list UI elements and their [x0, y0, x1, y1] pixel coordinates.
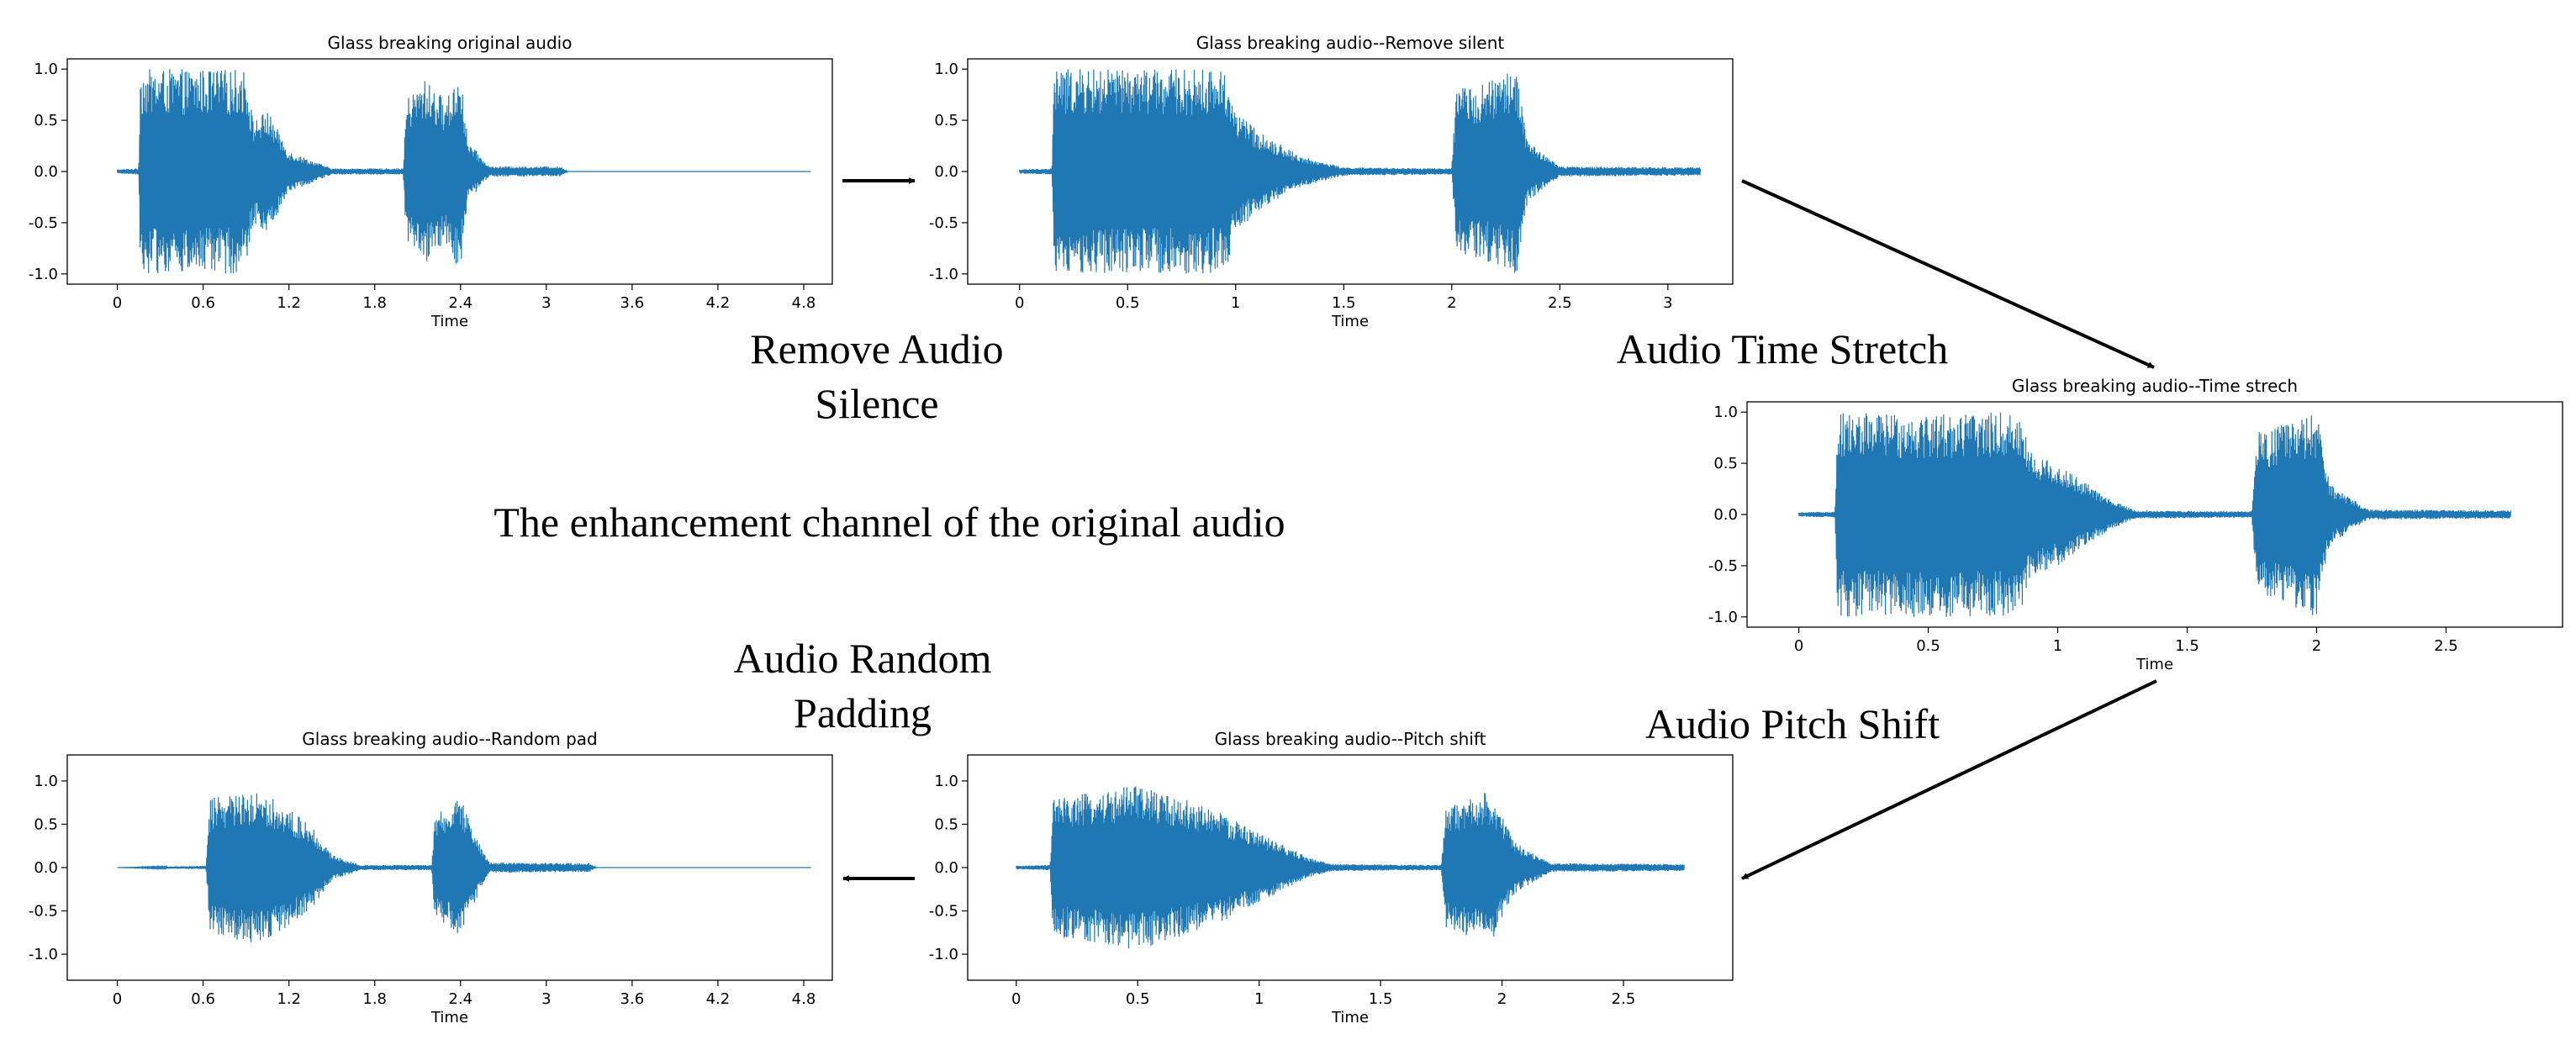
arrow-remove-silent-to-time-stretch	[1741, 179, 2155, 369]
x-tick-label: 2.4	[448, 990, 472, 1008]
y-tick-label: -1.0	[929, 946, 958, 963]
y-tick-label: 0.5	[1713, 455, 1738, 472]
waveform-line	[1016, 786, 1685, 949]
y-tick-label: 0.5	[934, 112, 958, 129]
step-label-remove-silence-line2: Silence	[815, 380, 938, 427]
x-tick-label: 2.4	[448, 294, 472, 312]
x-tick-label: 1.8	[362, 294, 387, 312]
x-tick-label: 1.5	[2175, 637, 2199, 655]
y-tick-label: -0.5	[29, 214, 58, 232]
x-tick-label: 2.5	[2434, 637, 2458, 655]
x-tick-label: 0	[1794, 637, 1803, 655]
y-tick-label: -0.5	[29, 903, 58, 921]
chart-random-pad: Glass breaking audio--Random pad 0 0.6 1.2 1…	[29, 729, 833, 1026]
x-tick-label: 0	[113, 990, 122, 1008]
chart-pitch-shift: Glass breaking audio--Pitch shift 0 0.5 1 1.…	[929, 729, 1734, 1026]
x-tick-label: 2.5	[1548, 294, 1572, 312]
x-axis-label: Time	[430, 1009, 468, 1026]
x-tick-label: 0.6	[191, 990, 215, 1008]
x-tick-label: 3.6	[620, 990, 645, 1008]
x-tick-label: 1	[1231, 294, 1240, 312]
y-tick-label: 0.5	[934, 815, 958, 833]
y-tick-label: -1.0	[29, 946, 58, 963]
chart-time-stretch: Glass breaking audio--Time strech 0 0.5 1 1.…	[1708, 376, 2563, 673]
y-tick-label: 1.0	[34, 61, 58, 78]
waveform-line	[117, 793, 811, 942]
x-tick-label: 1.5	[1332, 294, 1356, 312]
y-tick-label: -0.5	[929, 214, 958, 232]
chart-title: Glass breaking audio--Random pad	[302, 729, 597, 749]
x-tick-label: 2	[1497, 990, 1507, 1008]
y-tick-label: -1.0	[1708, 609, 1738, 626]
x-tick-label: 0.5	[1126, 990, 1150, 1008]
chart-original-audio: Glass breaking original audio 0 0.6 1.2 1.8 2…	[29, 33, 833, 330]
x-axis-label: Time	[1331, 313, 1369, 330]
chart-remove-silent: Glass breaking audio--Remove silent 0 0.5 1…	[929, 33, 1734, 330]
x-tick-label: 2	[1447, 294, 1456, 312]
step-label-pitch-shift: Audio Pitch Shift	[1645, 700, 1940, 747]
y-tick-label: 0.0	[34, 163, 58, 181]
x-tick-label: 1	[2053, 637, 2062, 655]
y-tick-label: -0.5	[929, 903, 958, 921]
step-label-remove-silence-line1: Remove Audio	[750, 325, 1003, 372]
y-tick-label: 0.0	[934, 859, 958, 877]
x-tick-label: 1.2	[277, 990, 301, 1008]
y-tick-label: 1.0	[934, 61, 958, 78]
x-tick-label: 2.5	[1612, 990, 1636, 1008]
waveform-line	[1798, 412, 2511, 617]
x-tick-label: 3	[541, 990, 551, 1008]
x-tick-label: 1	[1254, 990, 1264, 1008]
x-tick-label: 1.2	[277, 294, 301, 312]
arrow-time-stretch-to-pitch-shift	[1741, 679, 2157, 880]
x-tick-label: 3	[1663, 294, 1672, 312]
chart-title: Glass breaking original audio	[328, 33, 573, 53]
x-tick-label: 0.5	[1116, 294, 1140, 312]
y-tick-label: 0.5	[34, 815, 58, 833]
x-axis-label: Time	[430, 313, 468, 330]
chart-title: Glass breaking audio--Remove silent	[1196, 33, 1505, 53]
y-tick-label: 1.0	[34, 773, 58, 790]
waveform-line	[1019, 69, 1701, 274]
step-label-time-stretch: Audio Time Stretch	[1617, 325, 1948, 372]
y-tick-label: 0.0	[934, 163, 958, 181]
x-axis-label: Time	[1331, 1009, 1369, 1026]
x-tick-label: 3.6	[620, 294, 645, 312]
x-tick-label: 4.8	[792, 294, 816, 312]
flow-arrows	[842, 177, 2157, 882]
y-tick-label: 0.0	[1713, 506, 1738, 524]
chart-title: Glass breaking audio--Time strech	[2012, 376, 2298, 396]
x-tick-label: 0.6	[191, 294, 215, 312]
x-tick-label: 0	[1011, 990, 1021, 1008]
y-tick-label: -1.0	[29, 266, 58, 283]
chart-title: Glass breaking audio--Pitch shift	[1215, 729, 1486, 749]
x-tick-label: 2	[2312, 637, 2321, 655]
x-tick-label: 0	[113, 294, 122, 312]
x-tick-label: 4.8	[792, 990, 816, 1008]
y-tick-label: -0.5	[1708, 557, 1738, 575]
step-label-random-padding-line1: Audio Random	[734, 635, 992, 682]
center-caption: The enhancement channel of the original …	[494, 499, 1285, 546]
x-tick-label: 4.2	[706, 990, 731, 1008]
x-tick-label: 3	[541, 294, 551, 312]
y-tick-label: -1.0	[929, 266, 958, 283]
y-tick-label: 1.0	[1713, 404, 1738, 421]
x-tick-label: 1.8	[362, 990, 387, 1008]
x-tick-label: 0	[1015, 294, 1024, 312]
y-tick-label: 0.5	[34, 112, 58, 129]
waveform-line	[116, 69, 811, 274]
x-tick-label: 4.2	[706, 294, 731, 312]
x-axis-label: Time	[2135, 656, 2173, 673]
x-tick-label: 1.5	[1369, 990, 1393, 1008]
y-tick-label: 1.0	[934, 773, 958, 790]
step-label-random-padding-line2: Padding	[794, 689, 932, 736]
x-tick-label: 0.5	[1916, 637, 1940, 655]
y-tick-label: 0.0	[34, 859, 58, 877]
